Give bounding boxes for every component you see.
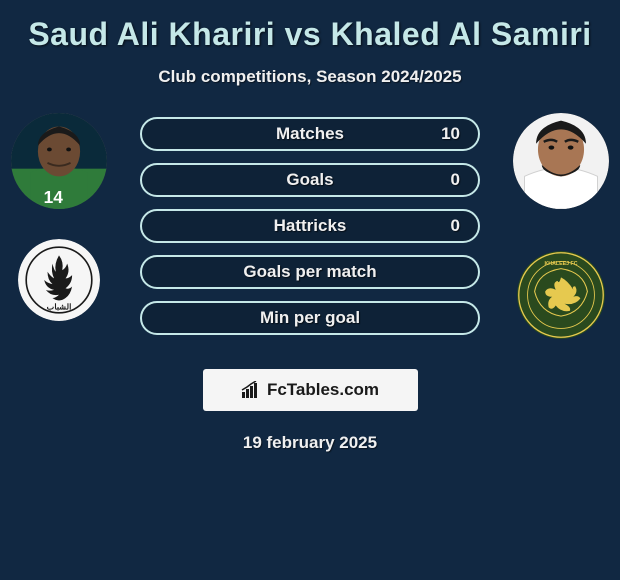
stat-label: Matches [276, 124, 344, 144]
brand-label: FcTables.com [241, 380, 379, 400]
stat-row-goals: Goals 0 [140, 163, 480, 197]
infographic-root: Saud Ali Khariri vs Khaled Al Samiri Clu… [0, 0, 620, 453]
season-subtitle: Club competitions, Season 2024/2025 [158, 67, 461, 87]
date-text: 19 february 2025 [243, 433, 377, 453]
stat-row-goals-per-match: Goals per match [140, 255, 480, 289]
player-right-avatar [513, 113, 609, 209]
brand-badge: FcTables.com [203, 369, 418, 411]
player-left-column: 14 الشباب [8, 113, 110, 347]
main-row: 14 الشباب Matches 10 [0, 113, 620, 347]
player-left-club-logo: الشباب [18, 239, 100, 321]
stat-row-min-per-goal: Min per goal [140, 301, 480, 335]
stat-value-right: 10 [441, 124, 460, 144]
stat-label: Hattricks [274, 216, 347, 236]
player-right-club-logo: KHALEEJ FC [517, 251, 605, 339]
stat-row-matches: Matches 10 [140, 117, 480, 151]
stats-column: Matches 10 Goals 0 Hattricks 0 Goals per… [110, 113, 510, 347]
player-left-avatar: 14 [11, 113, 107, 209]
stat-value-right: 0 [451, 216, 460, 236]
chart-icon [241, 381, 263, 399]
player-right-column: KHALEEJ FC [510, 113, 612, 347]
stat-row-hattricks: Hattricks 0 [140, 209, 480, 243]
stat-label: Min per goal [260, 308, 360, 328]
stat-value-right: 0 [451, 170, 460, 190]
stat-label: Goals per match [243, 262, 376, 282]
stat-label: Goals [286, 170, 333, 190]
svg-text:14: 14 [44, 187, 64, 207]
svg-text:KHALEEJ FC: KHALEEJ FC [544, 261, 577, 267]
brand-text: FcTables.com [267, 380, 379, 400]
svg-text:الشباب: الشباب [47, 303, 72, 312]
page-title: Saud Ali Khariri vs Khaled Al Samiri [28, 16, 591, 53]
